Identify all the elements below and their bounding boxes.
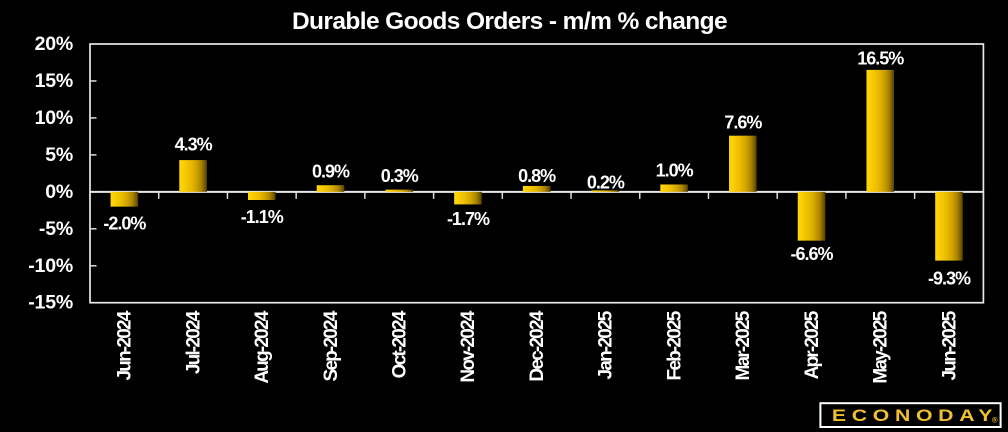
svg-text:Sep-2024: Sep-2024 bbox=[321, 310, 342, 381]
svg-text:20%: 20% bbox=[35, 33, 73, 55]
svg-text:Durable Goods Orders - m/m % c: Durable Goods Orders - m/m % change bbox=[292, 8, 727, 35]
svg-text:ECONODAY: ECONODAY bbox=[832, 407, 998, 426]
svg-text:0.8%: 0.8% bbox=[518, 166, 556, 186]
svg-text:-15%: -15% bbox=[28, 292, 73, 314]
svg-text:-2.0%: -2.0% bbox=[103, 214, 146, 234]
svg-text:16.5%: 16.5% bbox=[857, 49, 904, 69]
svg-text:10%: 10% bbox=[35, 107, 73, 129]
svg-text:1.0%: 1.0% bbox=[656, 160, 694, 180]
svg-text:-10%: -10% bbox=[28, 255, 73, 277]
svg-text:Apr-2025: Apr-2025 bbox=[802, 310, 823, 379]
svg-text:Dec-2024: Dec-2024 bbox=[527, 310, 548, 381]
svg-text:0.3%: 0.3% bbox=[381, 166, 419, 186]
svg-text:Jan-2025: Jan-2025 bbox=[596, 310, 617, 379]
svg-text:Feb-2025: Feb-2025 bbox=[664, 310, 685, 380]
svg-text:Aug-2024: Aug-2024 bbox=[252, 310, 273, 383]
svg-text:Nov-2024: Nov-2024 bbox=[458, 310, 479, 382]
svg-text:-5%: -5% bbox=[39, 218, 73, 240]
svg-text:-6.6%: -6.6% bbox=[791, 244, 834, 264]
svg-text:-1.1%: -1.1% bbox=[241, 207, 284, 227]
svg-text:0.9%: 0.9% bbox=[312, 161, 350, 181]
svg-text:4.3%: 4.3% bbox=[175, 135, 213, 155]
svg-text:May-2025: May-2025 bbox=[871, 310, 892, 383]
svg-text:Oct-2024: Oct-2024 bbox=[390, 310, 411, 378]
svg-text:7.6%: 7.6% bbox=[724, 113, 762, 133]
svg-text:-1.7%: -1.7% bbox=[447, 209, 490, 229]
svg-text:Jun-2024: Jun-2024 bbox=[115, 310, 136, 380]
svg-text:15%: 15% bbox=[35, 70, 73, 92]
svg-text:5%: 5% bbox=[45, 144, 73, 166]
svg-text:Jul-2024: Jul-2024 bbox=[183, 310, 204, 374]
svg-text:0%: 0% bbox=[45, 181, 73, 203]
svg-text:Jun-2025: Jun-2025 bbox=[939, 310, 960, 380]
svg-text:®: ® bbox=[992, 416, 998, 425]
svg-text:-9.3%: -9.3% bbox=[928, 269, 971, 289]
svg-text:Mar-2025: Mar-2025 bbox=[733, 310, 754, 380]
svg-text:0.2%: 0.2% bbox=[587, 173, 625, 193]
